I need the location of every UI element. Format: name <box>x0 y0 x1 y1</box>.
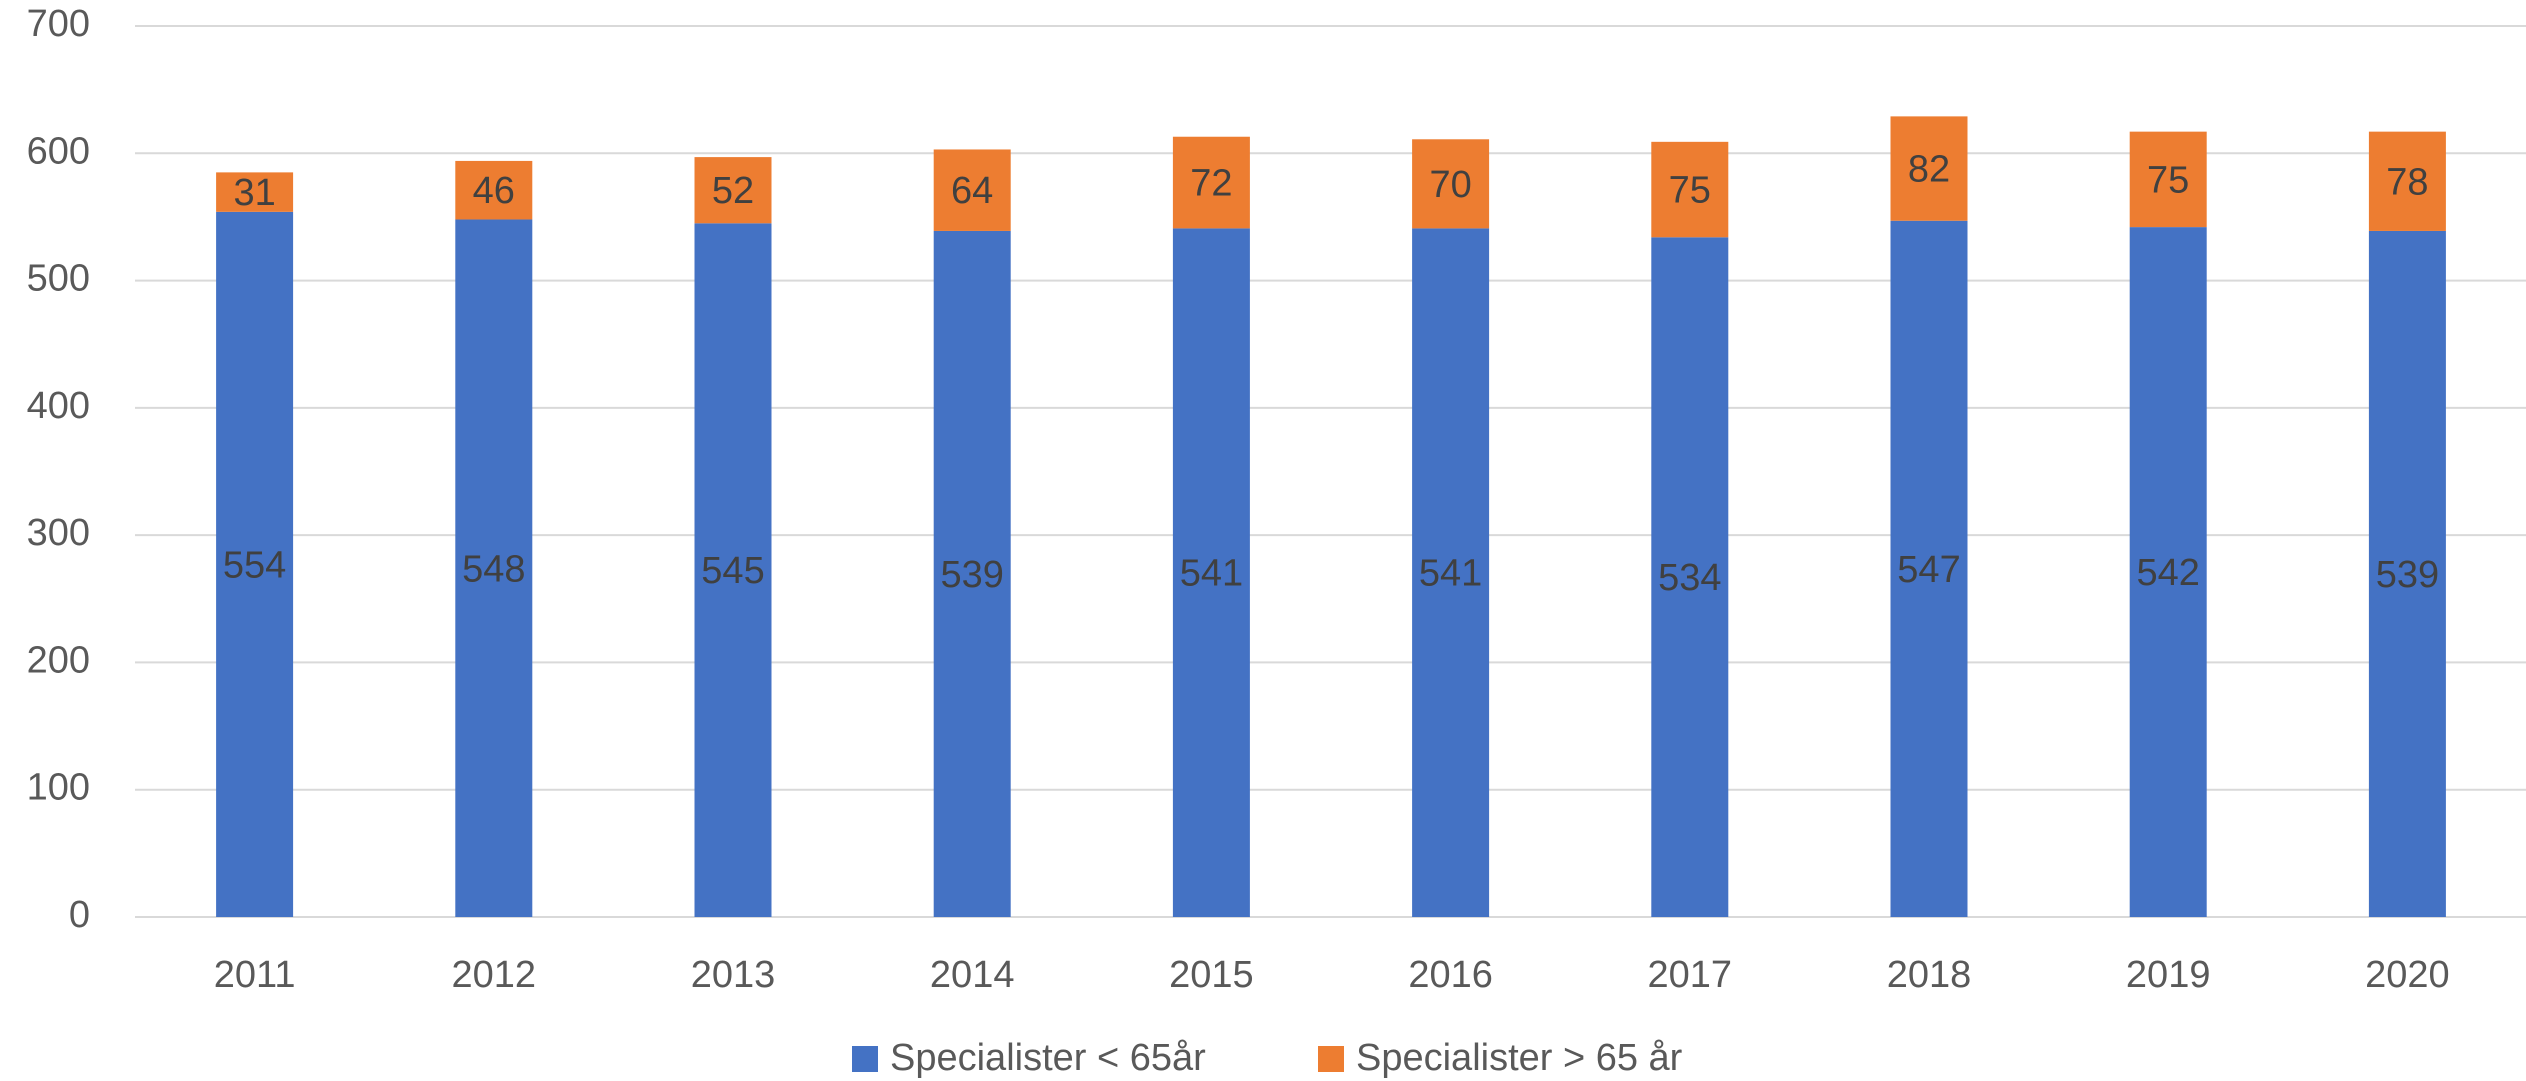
data-label: 534 <box>1658 557 1721 599</box>
x-tick-label: 2018 <box>1887 954 1972 996</box>
bar-segment <box>1890 220 1968 918</box>
data-label: 82 <box>1908 149 1950 191</box>
bar-segment <box>455 160 533 220</box>
bar-segment <box>2129 227 2207 917</box>
y-tick-label: 100 <box>27 767 90 809</box>
data-label: 64 <box>951 170 993 212</box>
data-label: 75 <box>2147 159 2189 201</box>
bar-segment <box>455 219 533 917</box>
data-label: 52 <box>712 170 754 212</box>
bar-segment <box>1651 237 1729 917</box>
legend-marker <box>1318 1046 1344 1072</box>
x-tick-label: 2014 <box>930 954 1015 996</box>
y-tick-label: 700 <box>27 3 90 45</box>
bar-segment <box>933 149 1011 231</box>
data-label: 78 <box>2386 161 2428 203</box>
bar-segment <box>216 211 294 917</box>
bar-segment <box>216 172 294 212</box>
data-label: 46 <box>473 170 515 212</box>
bar-segment <box>2368 131 2446 231</box>
x-tick-label: 2011 <box>214 954 296 996</box>
y-tick-label: 600 <box>27 130 90 172</box>
data-label: 539 <box>940 554 1003 596</box>
y-tick-label: 400 <box>27 385 90 427</box>
y-tick-label: 300 <box>27 512 90 554</box>
data-label: 542 <box>2136 552 2199 594</box>
bar-segment <box>694 157 772 224</box>
data-label: 72 <box>1190 163 1232 205</box>
x-tick-label: 2012 <box>452 954 537 996</box>
data-label: 70 <box>1429 164 1471 206</box>
x-tick-label: 2015 <box>1169 954 1254 996</box>
bar-segment <box>1172 136 1250 229</box>
y-tick-label: 500 <box>27 258 90 300</box>
legend-label: Specialister < 65år <box>890 1037 1206 1079</box>
x-tick-label: 2016 <box>1408 954 1493 996</box>
bar-segment <box>1412 139 1490 229</box>
x-tick-label: 2017 <box>1648 954 1733 996</box>
bar-segment <box>1172 228 1250 918</box>
data-label: 541 <box>1180 553 1243 595</box>
legend-label: Specialister > 65 år <box>1356 1037 1683 1079</box>
bar-segment <box>1651 141 1729 238</box>
x-tick-label: 2020 <box>2365 954 2450 996</box>
x-tick-label: 2013 <box>691 954 776 996</box>
bar-segment <box>1412 228 1490 918</box>
bar-segment <box>2129 131 2207 228</box>
data-label: 554 <box>223 544 286 586</box>
data-label: 547 <box>1897 549 1960 591</box>
bar-segment <box>2368 230 2446 917</box>
y-tick-label: 200 <box>27 639 90 681</box>
data-label: 541 <box>1419 553 1482 595</box>
x-tick-label: 2019 <box>2126 954 2211 996</box>
data-label: 539 <box>2376 554 2439 596</box>
data-label: 31 <box>233 172 275 214</box>
data-label: 75 <box>1669 170 1711 212</box>
bar-segment <box>694 223 772 918</box>
y-tick-label: 0 <box>69 894 90 936</box>
bar-segment <box>933 230 1011 917</box>
legend-marker <box>852 1046 878 1072</box>
data-label: 548 <box>462 548 525 590</box>
bar-segment <box>1890 116 1968 221</box>
data-label: 545 <box>701 550 764 592</box>
